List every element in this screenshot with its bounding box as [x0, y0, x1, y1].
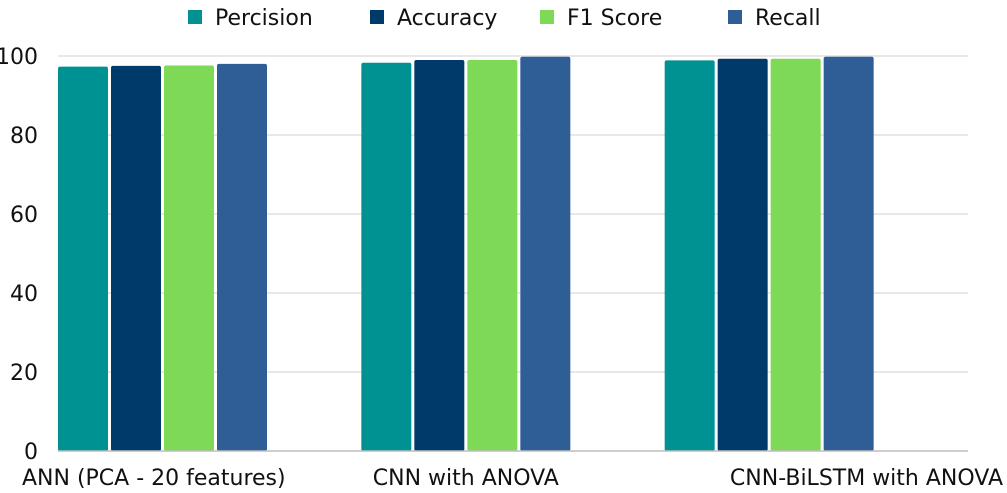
bar-percision — [664, 60, 715, 451]
y-tick-label: 20 — [10, 361, 38, 386]
bar-percision — [58, 66, 108, 451]
bar-accuracy — [414, 59, 465, 451]
bar-recall — [217, 63, 267, 452]
bar-accuracy — [111, 65, 161, 451]
category-labels: ANN (PCA - 20 features) CNN with ANOVA CNN… — [22, 466, 1003, 491]
legend-swatch — [370, 10, 384, 24]
bar-f1-score — [467, 59, 518, 451]
bar-recall — [520, 56, 571, 451]
legend-item: Recall — [728, 6, 821, 31]
legend-item: Percision — [188, 6, 313, 31]
y-tick-label: 60 — [10, 203, 38, 228]
legend-swatch — [188, 10, 202, 24]
legend-swatch — [540, 10, 554, 24]
legend-swatch — [728, 10, 742, 24]
legend: Percision Accuracy F1 Score Recall — [188, 6, 821, 31]
bar-recall — [823, 56, 874, 451]
bar-f1-score — [164, 65, 214, 451]
legend-label: Percision — [215, 6, 313, 31]
x-category-label: ANN (PCA - 20 features) — [22, 466, 286, 491]
y-tick-label: 0 — [24, 440, 38, 465]
y-tick-label: 100 — [0, 45, 38, 70]
x-category-label: CNN-BiLSTM with ANOVA — [730, 466, 1003, 491]
bar-percision — [361, 62, 412, 452]
y-axis-ticks: 0 20 40 60 80 100 — [0, 45, 38, 465]
legend-item: F1 Score — [540, 6, 662, 31]
legend-label: Accuracy — [397, 6, 497, 31]
legend-label: Recall — [755, 6, 821, 31]
bar-f1-score — [770, 58, 821, 451]
legend-label: F1 Score — [567, 6, 662, 31]
legend-item: Accuracy — [370, 6, 497, 31]
y-tick-label: 40 — [10, 282, 38, 307]
x-category-label: CNN with ANOVA — [373, 466, 559, 491]
bar-accuracy — [717, 58, 768, 451]
bars — [58, 56, 874, 452]
y-tick-label: 80 — [10, 124, 38, 149]
